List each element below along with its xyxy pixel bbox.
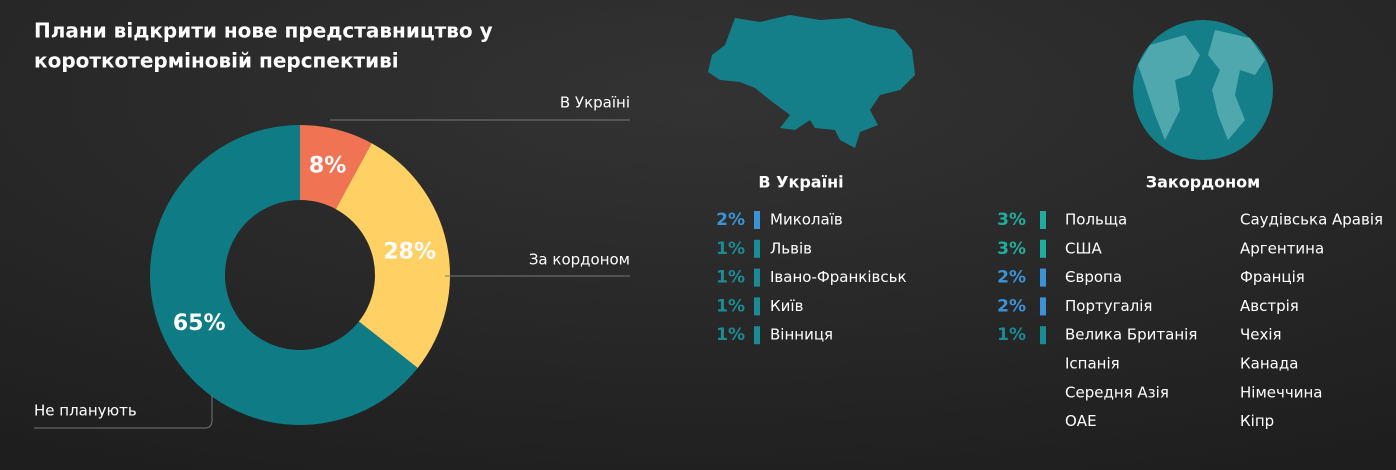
item-name: Португалія [1065, 297, 1152, 315]
item-name: Німеччина [1240, 383, 1322, 401]
item-name: Київ [770, 297, 803, 315]
donut-slice [335, 143, 451, 369]
value-label: 65% [173, 311, 226, 336]
chart-title: Плани відкрити нове представництво у [34, 19, 493, 43]
item-name: Канада [1240, 355, 1298, 373]
marker [1040, 326, 1046, 345]
percent: 1% [716, 268, 745, 288]
item-name: Австрія [1240, 297, 1299, 315]
section-title: В Україні [758, 173, 843, 192]
percent: 2% [997, 296, 1026, 316]
globe [1133, 20, 1273, 160]
chart-title: короткотерміновій перспективі [34, 49, 399, 73]
item-name: Середня Азія [1065, 383, 1169, 401]
donut-slice [300, 125, 372, 210]
marker [754, 239, 760, 258]
item-name: Аргентина [1240, 239, 1324, 257]
donut-slice [150, 125, 418, 426]
marker [754, 268, 760, 287]
percent: 1% [716, 296, 745, 316]
section-title: Закордоном [1146, 173, 1261, 192]
item-name: Іспанія [1065, 355, 1120, 373]
marker [754, 211, 760, 229]
percent: 1% [716, 239, 745, 259]
percent: 1% [716, 325, 745, 345]
leader-line [34, 395, 213, 429]
marker [754, 297, 760, 316]
marker [1040, 268, 1046, 287]
percent: 3% [997, 210, 1026, 230]
category-label: Не планують [34, 402, 137, 420]
ukraine-map [708, 15, 915, 148]
item-name: Європа [1065, 268, 1122, 286]
marker [754, 326, 760, 345]
category-label: В Україні [560, 94, 630, 112]
percent: 1% [997, 325, 1026, 345]
value-label: 28% [383, 240, 436, 265]
item-name: Вінниця [770, 326, 833, 344]
item-name: Чехія [1240, 326, 1282, 344]
item-name: Миколаїв [770, 211, 843, 229]
percent: 3% [997, 239, 1026, 259]
item-name: ОАЕ [1065, 412, 1097, 430]
marker [1040, 297, 1046, 316]
item-name: Львів [770, 239, 812, 257]
category-label: За кордоном [529, 251, 630, 269]
marker [1040, 211, 1046, 229]
item-name: Велика Британія [1065, 326, 1197, 344]
item-name: Саудівська Аравія [1240, 211, 1383, 229]
item-name: США [1065, 239, 1103, 257]
item-name: Польща [1065, 211, 1127, 229]
value-label: 8% [309, 153, 346, 178]
marker [1040, 239, 1046, 258]
percent: 2% [997, 268, 1026, 288]
percent: 2% [716, 210, 745, 230]
item-name: Франція [1240, 268, 1305, 286]
item-name: Кіпр [1240, 412, 1274, 430]
item-name: Івано-Франківськ [770, 268, 907, 286]
